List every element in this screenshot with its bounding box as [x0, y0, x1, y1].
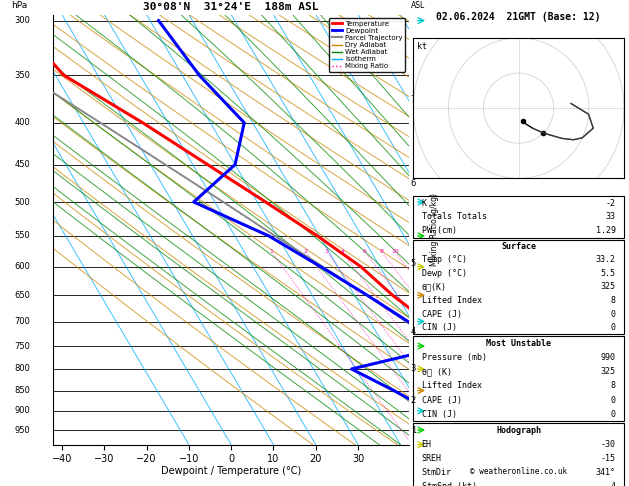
Text: θᴀ (K): θᴀ (K) — [421, 367, 452, 376]
Text: 850: 850 — [14, 386, 30, 395]
Text: CAPE (J): CAPE (J) — [421, 396, 462, 405]
Text: CIN (J): CIN (J) — [421, 410, 457, 419]
Legend: Temperature, Dewpoint, Parcel Trajectory, Dry Adiabat, Wet Adiabat, Isotherm, Mi: Temperature, Dewpoint, Parcel Trajectory… — [329, 18, 405, 72]
Text: 341°: 341° — [596, 468, 616, 477]
Text: 0: 0 — [611, 323, 616, 332]
Text: 990: 990 — [601, 353, 616, 362]
Text: 1.29: 1.29 — [596, 226, 616, 235]
Text: -30: -30 — [601, 440, 616, 449]
Text: 7: 7 — [411, 95, 416, 104]
Text: 700: 700 — [14, 317, 30, 326]
Text: Dewp (°C): Dewp (°C) — [421, 269, 467, 278]
Text: 4: 4 — [411, 327, 416, 336]
Text: 8: 8 — [380, 249, 384, 254]
Text: 450: 450 — [14, 160, 30, 169]
Text: 33.2: 33.2 — [596, 256, 616, 264]
Text: Lifted Index: Lifted Index — [421, 296, 482, 305]
Text: 325: 325 — [601, 367, 616, 376]
Text: 0: 0 — [611, 396, 616, 405]
Text: 350: 350 — [14, 71, 30, 80]
Text: Totals Totals: Totals Totals — [421, 212, 487, 222]
Text: -2: -2 — [606, 199, 616, 208]
Text: 8: 8 — [611, 382, 616, 390]
Text: 6: 6 — [363, 249, 367, 254]
Text: 10: 10 — [391, 249, 399, 254]
Text: -15: -15 — [601, 454, 616, 463]
Text: 400: 400 — [14, 118, 30, 127]
Text: StmDir: StmDir — [421, 468, 452, 477]
Text: km
ASL: km ASL — [411, 0, 425, 10]
Text: EH: EH — [421, 440, 431, 449]
Text: Pressure (mb): Pressure (mb) — [421, 353, 487, 362]
Text: 5.5: 5.5 — [601, 269, 616, 278]
Text: 0: 0 — [611, 410, 616, 419]
Text: 6: 6 — [411, 179, 416, 188]
Text: 2: 2 — [411, 396, 416, 405]
Title: 30°08'N  31°24'E  188m ASL: 30°08'N 31°24'E 188m ASL — [143, 2, 319, 13]
Text: 300: 300 — [14, 16, 30, 25]
Text: hPa: hPa — [11, 1, 28, 10]
Text: 4: 4 — [611, 482, 616, 486]
Text: 325: 325 — [601, 282, 616, 292]
Text: 1: 1 — [411, 426, 416, 434]
Text: 1: 1 — [270, 249, 274, 254]
Text: CIN (J): CIN (J) — [421, 323, 457, 332]
Text: 800: 800 — [14, 364, 30, 373]
Text: K: K — [421, 199, 426, 208]
Text: 2: 2 — [304, 249, 308, 254]
Text: kt: kt — [418, 42, 428, 51]
Text: Lifted Index: Lifted Index — [421, 382, 482, 390]
Text: Temp (°C): Temp (°C) — [421, 256, 467, 264]
Text: 950: 950 — [14, 426, 30, 434]
Text: PW (cm): PW (cm) — [421, 226, 457, 235]
Text: Surface: Surface — [501, 242, 536, 251]
Text: 33: 33 — [606, 212, 616, 222]
Text: 3: 3 — [325, 249, 329, 254]
Text: 02.06.2024  21GMT (Base: 12): 02.06.2024 21GMT (Base: 12) — [437, 12, 601, 22]
Text: 4: 4 — [340, 249, 344, 254]
Text: 650: 650 — [14, 291, 30, 300]
Text: 550: 550 — [14, 231, 30, 241]
Text: StmSpd (kt): StmSpd (kt) — [421, 482, 477, 486]
Text: 5: 5 — [411, 260, 416, 268]
Text: 3: 3 — [411, 364, 416, 373]
Text: 0: 0 — [611, 310, 616, 318]
X-axis label: Dewpoint / Temperature (°C): Dewpoint / Temperature (°C) — [161, 466, 301, 476]
Text: 750: 750 — [14, 342, 30, 350]
Text: Most Unstable: Most Unstable — [486, 339, 551, 348]
Text: θᴀ(K): θᴀ(K) — [421, 282, 447, 292]
Text: Mixing Ratio (g/kg): Mixing Ratio (g/kg) — [430, 193, 438, 266]
Text: © weatheronline.co.uk: © weatheronline.co.uk — [470, 467, 567, 476]
Text: 8: 8 — [611, 296, 616, 305]
Text: CAPE (J): CAPE (J) — [421, 310, 462, 318]
Text: Hodograph: Hodograph — [496, 426, 541, 435]
Text: 500: 500 — [14, 197, 30, 207]
Text: SREH: SREH — [421, 454, 442, 463]
Text: 900: 900 — [14, 406, 30, 416]
Text: 600: 600 — [14, 262, 30, 271]
